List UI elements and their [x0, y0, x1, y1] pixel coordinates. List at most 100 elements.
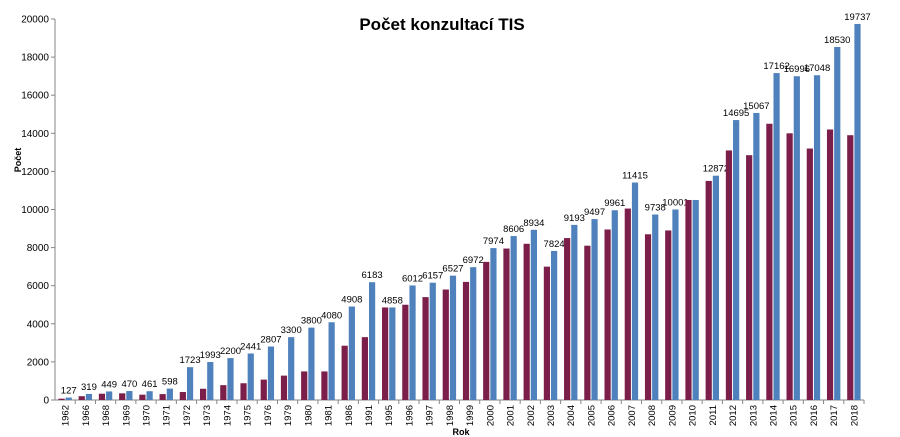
x-tick-label: 1997: [425, 405, 436, 426]
x-tick-label: 1995: [384, 405, 395, 426]
bar-series-2: [631, 182, 639, 400]
bar-series-2: [308, 327, 315, 400]
bar-series-2: [611, 210, 618, 400]
bar-series-1: [422, 297, 429, 400]
bar-series-1: [725, 150, 733, 400]
bar-series-2: [166, 388, 173, 400]
x-tick-label: 2008: [647, 405, 658, 426]
y-tick-label: 2000: [27, 357, 50, 368]
y-tick-label: 10000: [21, 205, 49, 216]
bar-series-2: [267, 346, 275, 400]
data-label: 8606: [503, 224, 524, 235]
bar-series-1: [179, 391, 186, 400]
bar-series-1: [543, 266, 551, 400]
bar-series-2: [712, 175, 720, 400]
bar-series-2: [247, 353, 254, 400]
y-tick-label: 14000: [21, 129, 49, 140]
x-tick-label: 2014: [768, 405, 779, 426]
bar-series-1: [786, 133, 793, 401]
y-tick-label: 12000: [21, 167, 49, 178]
bar-series-1: [361, 337, 368, 400]
bar-series-2: [672, 209, 679, 400]
bar-series-1: [624, 208, 631, 400]
data-label: 6012: [402, 273, 423, 284]
data-label: 470: [121, 379, 137, 390]
x-tick-label: 2006: [607, 405, 618, 426]
x-tick-label: 1966: [81, 405, 92, 426]
y-tick-label: 20000: [21, 15, 49, 26]
x-tick-label: 2002: [526, 405, 537, 426]
bar-series-2: [470, 267, 477, 400]
bar-series-1: [321, 371, 328, 400]
data-label: 461: [142, 379, 158, 390]
data-label: 10001: [662, 197, 688, 208]
data-label: 1993: [200, 350, 221, 361]
x-tick-label: 1976: [263, 405, 274, 426]
x-tick-label: 1968: [101, 405, 112, 426]
data-label: 7974: [483, 236, 504, 247]
x-tick-label: 1962: [61, 405, 72, 426]
data-label: 9738: [645, 202, 666, 213]
bar-series-2: [65, 397, 72, 400]
bar-series-1: [260, 379, 267, 400]
data-label: 15067: [743, 101, 769, 112]
bar-series-1: [705, 180, 712, 400]
data-label: 4080: [321, 310, 342, 321]
x-tick-label: 1972: [182, 405, 193, 426]
bar-series-2: [530, 229, 537, 400]
x-tick-label: 1980: [303, 405, 314, 426]
data-label: 6157: [422, 271, 443, 282]
bar-series-2: [510, 236, 517, 400]
bar-series-2: [368, 282, 376, 400]
data-label: 17162: [763, 61, 789, 72]
bar-series-1: [503, 248, 510, 400]
bar-series-1: [766, 123, 773, 401]
data-label: 19737: [844, 12, 870, 23]
data-label: 2441: [240, 341, 261, 352]
x-tick-label: 1969: [121, 405, 132, 426]
x-tick-label: 2010: [688, 405, 699, 426]
bar-series-1: [78, 396, 85, 400]
bar-series-1: [301, 371, 308, 400]
x-axis-label: Rok: [452, 427, 470, 437]
bar-series-1: [847, 135, 854, 400]
bar-series-2: [813, 75, 821, 401]
data-label: 4908: [341, 295, 362, 306]
bar-series-2: [409, 285, 416, 400]
bar-series-1: [199, 388, 207, 400]
bar-series-2: [429, 282, 436, 400]
data-label: 6183: [362, 270, 383, 281]
plot-area: 0 2000 4000 6000 8000 10000 12000 14000 16000 180…: [21, 12, 871, 426]
bar-series-1: [665, 230, 672, 400]
data-label: 6972: [463, 255, 484, 266]
y-axis-label: Počet: [13, 148, 23, 173]
bar-series-2: [449, 275, 457, 400]
bar-series-1: [280, 375, 288, 400]
bar-series-2: [146, 391, 153, 400]
x-tick-label: 2016: [809, 405, 820, 426]
bar-series-1: [98, 393, 106, 400]
data-label: 9497: [584, 207, 605, 218]
x-tick-label: 1991: [364, 405, 375, 426]
x-tick-label: 1996: [404, 405, 415, 426]
bar-series-1: [584, 245, 591, 400]
bar-series-2: [692, 199, 699, 400]
bar-series-1: [746, 155, 753, 400]
data-label: 9961: [604, 198, 625, 209]
x-tick-label: 1998: [445, 405, 456, 426]
bar-series-2: [793, 76, 800, 400]
x-tick-label: 2000: [485, 405, 496, 426]
data-label: 14695: [723, 108, 749, 119]
data-label: 7824: [544, 239, 565, 250]
data-label: 2200: [220, 346, 241, 357]
data-label: 127: [61, 386, 77, 397]
bar-series-1: [402, 304, 409, 400]
x-tick-label: 2009: [667, 405, 678, 426]
bar-series-2: [733, 120, 740, 401]
data-label: 3800: [301, 316, 322, 327]
y-tick-label: 6000: [27, 281, 50, 292]
data-label: 18530: [824, 35, 850, 46]
data-label: 4858: [382, 295, 403, 306]
x-tick-label: 1971: [162, 405, 173, 426]
